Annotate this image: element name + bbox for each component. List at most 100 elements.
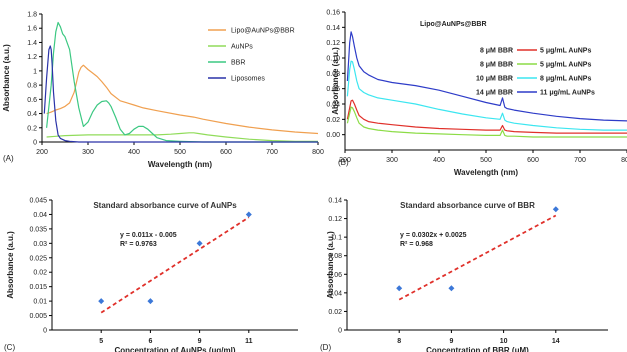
legend-label: 5 μg/mL AuNPs [540,48,591,55]
y-tick-label: 0.2 [27,125,37,132]
y-tick-label: 0.4 [27,111,37,118]
x-tick-label: 400 [128,149,140,156]
y-tick-label: 0.14 [328,198,342,205]
x-tick-label: 8 [397,338,401,345]
y-tick-label: 0.035 [29,226,47,233]
trendline [100,216,250,314]
y-tick-label: 0.01 [33,299,47,306]
legend-bbr-label: 14 μM BBR [476,90,513,97]
y-tick-label: 1.4 [27,40,37,47]
x-axis-label: Concentration of AuNPs (μg/ml) [114,346,235,352]
y-tick-label: 1.8 [27,12,37,19]
x-tick-label: 300 [82,149,94,156]
series-line-2 [46,21,318,143]
y-tick-label: 0.00 [326,132,340,139]
x-tick-label: 200 [36,149,48,156]
y-tick-label: 0.04 [33,212,47,219]
y-tick-label: 1 [33,68,37,75]
data-point [396,285,403,292]
y-axis-label: Absorbance (a.u.) [6,231,15,299]
panel-c: 0 0.005 0.01 0.015 0.02 0.025 0.03 0.035 0.04 0.0… [4,198,298,352]
panel-label: (D) [320,343,331,352]
x-tick-label: 9 [449,338,453,345]
data-point [448,285,455,292]
legend-label: 5 μg/mL AuNPs [540,62,591,69]
x-tick-label: 200 [339,157,351,164]
legend-label: 11 μg/mL AuNPs [540,90,595,97]
panel-b: 0.00 0.02 0.04 0.06 0.08 0.10 0.12 0.14 0.16 200 3… [326,10,627,177]
series-line-3 [346,31,627,122]
y-tick-label: 0.08 [326,71,340,78]
legend-label: Liposomes [231,76,265,83]
trendline [398,214,557,301]
y-axis-label: Absorbance (a.u.) [331,47,340,115]
series-line-3 [43,45,318,143]
legend-bbr-label: 8 μM BBR [480,48,513,55]
x-tick-label: 500 [480,157,492,164]
x-tick-label: 500 [174,149,186,156]
x-tick-label: 700 [266,149,278,156]
y-tick-label: 0.04 [328,290,342,297]
legend-bbr-label: 10 μM BBR [476,76,513,83]
y-tick-label: 0.04 [326,102,340,109]
y-tick-label: 0.06 [328,272,342,279]
y-tick-label: 0.02 [33,270,47,277]
y-tick-label: 1.2 [27,54,37,61]
y-tick-label: 0.14 [326,25,340,32]
x-tick-label: 800 [312,149,324,156]
y-tick-label: 0.03 [33,241,47,248]
y-tick-label: 0.08 [328,253,342,260]
data-point [147,298,154,305]
trendline-r2: R² = 0.968 [400,241,433,248]
trendline-equation: y = 0.011x - 0.005 [120,232,177,239]
x-tick-label: 5 [99,338,103,345]
y-axis-label: Absorbance (a.u.) [326,231,335,299]
series-line-2 [346,60,627,131]
x-tick-label: 6 [148,338,152,345]
x-axis-label: Concentration of BBR (μM) [426,346,529,352]
x-tick-label: 700 [574,157,586,164]
y-axis-label: Absorbance (a.u.) [2,44,11,112]
y-tick-label: 0.045 [29,198,47,205]
panel-d: 0 0.02 0.04 0.06 0.08 0.1 0.12 0.14 8 9 10 14 Concen… [320,198,608,352]
y-tick-label: 0.6 [27,97,37,104]
legend-label: 8 μg/mL AuNPs [540,76,591,83]
x-tick-label: 800 [621,157,627,164]
panel-label: (C) [4,343,15,352]
data-point [98,298,105,305]
legend-bbr-label: 8 μM BBR [480,62,513,69]
x-axis-label: Wavelength (nm) [148,160,212,169]
x-axis-label: Wavelength (nm) [454,168,518,177]
x-tick-label: 11 [245,338,253,345]
y-tick-label: 0.02 [328,309,342,316]
x-tick-label: 10 [500,338,508,345]
x-tick-label: 600 [220,149,232,156]
y-tick-label: 0.8 [27,83,37,90]
y-tick-label: 0.1 [332,235,342,242]
y-tick-label: 0.005 [29,313,47,320]
data-point [245,211,252,218]
legend-label: BBR [231,60,245,67]
y-tick-label: 0.06 [326,86,340,93]
legend-label: AuNPs [231,44,253,51]
y-tick-label: 1.6 [27,26,37,33]
series-line-1 [346,106,627,138]
chart-title: Lipo@AuNPs@BBR [420,21,487,28]
y-tick-label: 0.12 [328,216,342,223]
chart-title: Standard absorbance curve of AuNPs [93,201,237,210]
x-tick-label: 400 [433,157,445,164]
y-tick-label: 0.02 [326,117,340,124]
panel-label: (A) [3,154,14,163]
y-tick-label: 0 [338,328,342,335]
y-tick-label: 0.025 [29,255,47,262]
series-line-0 [46,64,319,135]
series-line-1 [46,132,318,142]
x-tick-label: 300 [386,157,398,164]
data-point [552,206,559,213]
data-point [196,240,203,247]
y-tick-label: 0.10 [326,56,340,63]
legend-label: Lipo@AuNPs@BBR [231,28,295,35]
trendline-r2: R² = 0.9763 [120,241,157,248]
x-tick-label: 14 [552,338,560,345]
